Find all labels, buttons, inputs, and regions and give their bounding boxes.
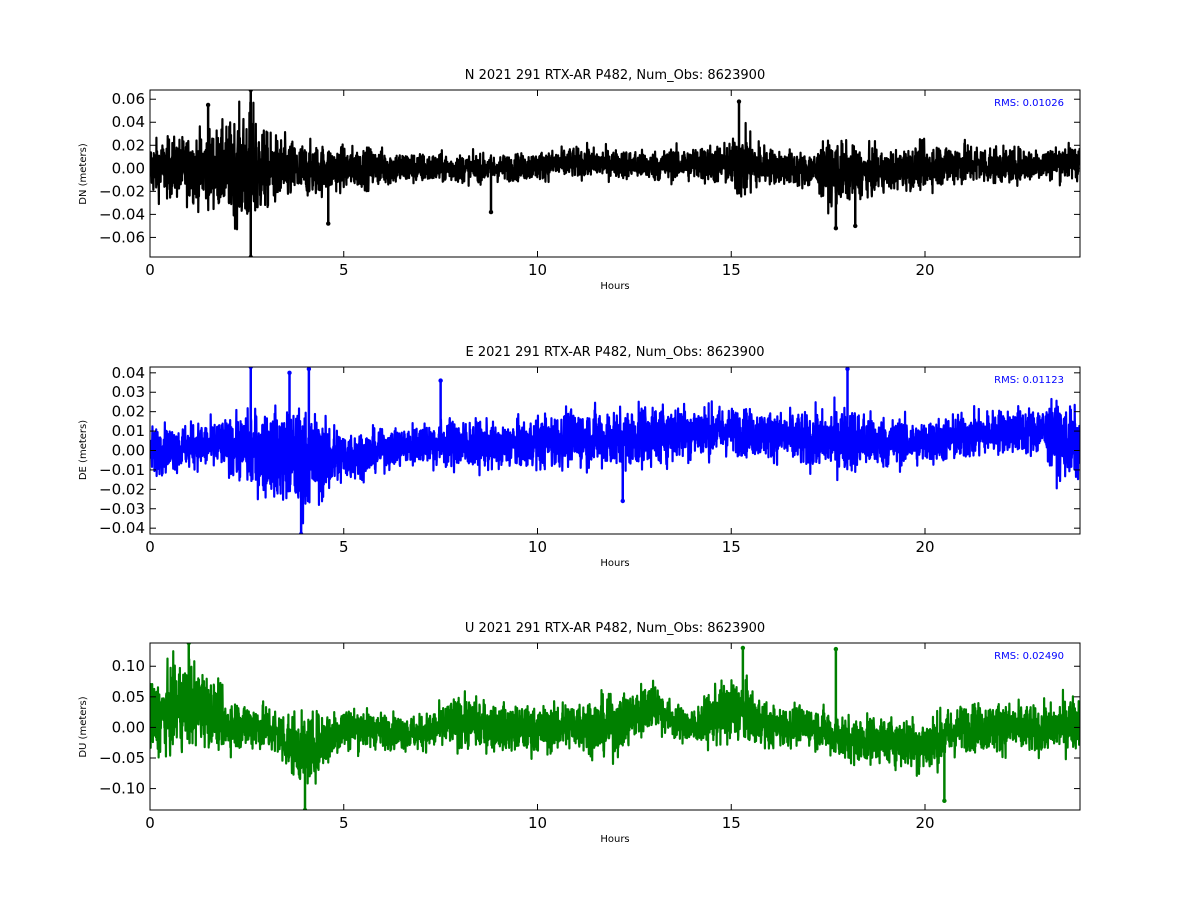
y-tick-label: 0.00 [112,159,145,177]
x-tick-label: 10 [528,538,547,556]
y-axis-label: DN (meters) [78,143,89,205]
spike-point [302,807,308,810]
y-axis-label: DE (meters) [78,420,89,480]
series-line [150,650,1080,785]
y-tick-label: −0.04 [99,205,145,223]
spike-point [740,645,746,651]
x-axis-label: Hours [600,558,629,569]
axes-frame [149,89,1081,258]
x-tick-label: 20 [915,814,934,832]
spike-point [298,531,304,534]
chart-title: U 2021 291 RTX-AR P482, Num_Obs: 8623900 [465,621,765,636]
x-axis-label: Hours [600,834,629,845]
x-tick-label: 5 [339,261,349,279]
spike-point [326,221,331,226]
y-tick-label: 0.06 [112,90,145,108]
x-tick-label: 10 [528,261,547,279]
y-tick-label: −0.02 [99,182,145,200]
series-group [150,90,1080,257]
y-tick-label: 0.05 [112,688,145,706]
panel-north: N 2021 291 RTX-AR P482, Num_Obs: 8623900… [78,68,1081,292]
spike-point [306,367,312,372]
x-axis-label: Hours [600,281,629,292]
y-tick-label: 0.04 [112,364,145,382]
series-group [150,367,1080,534]
panel-up: U 2021 291 RTX-AR P482, Num_Obs: 8623900… [78,621,1081,845]
y-tick-label: 0.02 [112,136,145,154]
y-tick-label: 0.01 [112,422,145,440]
y-tick-label: −0.03 [99,500,145,518]
panel-east: E 2021 291 RTX-AR P482, Num_Obs: 8623900… [78,345,1081,569]
spike-point [248,367,253,370]
spike-point [853,223,858,229]
y-tick-label: −0.10 [99,780,145,798]
x-tick-label: 10 [528,814,547,832]
spike-point [736,99,742,104]
y-tick-label: 0.04 [112,113,145,131]
y-tick-label: 0.00 [112,718,145,736]
rms-annotation: RMS: 0.02490 [994,651,1064,662]
x-tick-label: 5 [339,814,349,832]
chart-title: E 2021 291 RTX-AR P482, Num_Obs: 8623900 [466,345,765,360]
x-tick-label: 5 [339,538,349,556]
y-tick-label: 0.10 [112,657,145,675]
y-tick-label: −0.01 [99,461,145,479]
y-tick-label: 0.03 [112,383,145,401]
spike-point [186,643,191,646]
y-tick-label: −0.04 [99,519,145,537]
spike-point [287,370,292,376]
rms-annotation: RMS: 0.01026 [994,98,1064,109]
spike-point [205,102,211,108]
x-tick-label: 20 [915,538,934,556]
x-tick-label: 0 [145,814,155,832]
spike-point [248,254,253,257]
axes-frame [149,642,1081,811]
x-tick-label: 15 [722,538,741,556]
y-tick-label: 0.02 [112,403,145,421]
spike-point [488,209,494,215]
spike-point [248,90,253,93]
series-line [150,100,1080,231]
series-line [150,396,1080,525]
x-tick-label: 0 [145,538,155,556]
spike-point [942,798,947,804]
y-tick-label: −0.02 [99,480,145,498]
spike-point [845,367,850,372]
x-tick-label: 0 [145,261,155,279]
spike-point [833,646,839,652]
series-group [150,643,1080,810]
x-tick-label: 15 [722,261,741,279]
x-tick-label: 15 [722,814,741,832]
spike-point [438,378,443,383]
y-tick-label: −0.05 [99,749,145,767]
x-tick-label: 20 [915,261,934,279]
y-axis-label: DU (meters) [78,696,89,757]
spike-point [833,226,839,231]
chart-title: N 2021 291 RTX-AR P482, Num_Obs: 8623900 [465,68,765,83]
spike-point [620,498,625,504]
y-tick-label: −0.06 [99,228,145,246]
y-tick-label: 0.00 [112,442,145,460]
rms-annotation: RMS: 0.01123 [994,375,1064,386]
